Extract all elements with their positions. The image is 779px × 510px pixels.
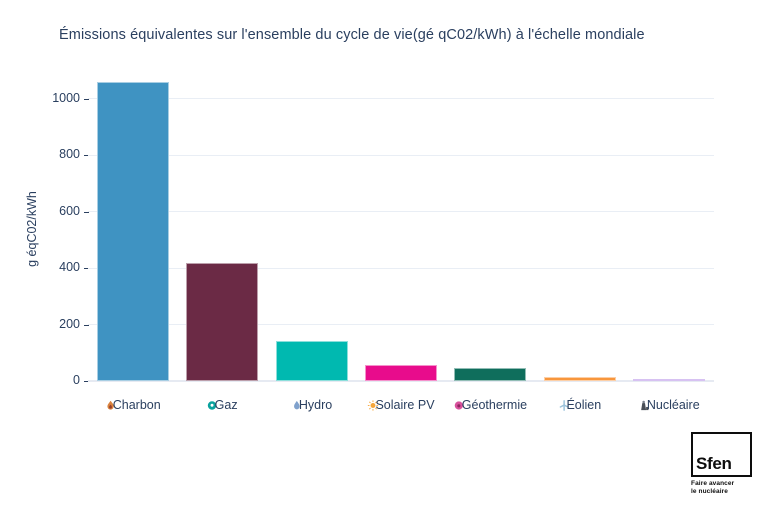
y-tick-label-1000: 1000 <box>52 90 80 105</box>
category-label: Hydro <box>298 398 333 412</box>
y-tick-label-800: 800 <box>59 147 80 162</box>
bar-water-drop[interactable] <box>275 341 348 381</box>
y-tick-label-600: 600 <box>59 203 80 218</box>
bar-sun[interactable] <box>365 365 437 381</box>
x-tick-label: Éolien <box>558 398 601 412</box>
coal-flame-icon <box>105 400 116 411</box>
y-tick-mark-1000 <box>84 98 89 100</box>
category-label: Solaire PV <box>375 398 435 412</box>
bar-gas-flame[interactable] <box>186 262 259 381</box>
x-axis-line <box>88 380 714 382</box>
y-tick-mark-200 <box>84 324 89 326</box>
sfen-tagline-line1: Faire avancer <box>691 480 735 487</box>
category-label: Éolien <box>566 398 602 412</box>
bar-geothermal[interactable] <box>454 368 527 381</box>
sfen-logo-text: Sfen <box>696 454 732 473</box>
sfen-logo-box: Sfen <box>691 432 752 477</box>
category-label: Géothermie <box>461 398 528 412</box>
y-tick-label-400: 400 <box>59 260 80 274</box>
category-label: Gaz <box>214 398 238 412</box>
gridline-200 <box>88 324 714 325</box>
gridline-1000 <box>88 98 714 100</box>
gridline-400 <box>88 267 714 269</box>
geothermal-icon <box>454 400 465 411</box>
y-tick-mark-0 <box>84 381 89 382</box>
category-label: Nucléaire <box>646 398 700 412</box>
x-tick-label: Nucléaire <box>639 398 700 412</box>
sfen-logo-tagline: Faire avancer le nucléaire <box>691 480 761 496</box>
x-tick-label: Charbon <box>105 398 161 412</box>
gridline-600 <box>88 211 714 213</box>
y-tick-label-0: 0 <box>73 373 80 387</box>
bar-coal-flame[interactable] <box>96 81 169 381</box>
water-drop-icon <box>291 400 302 411</box>
sfen-tagline-line2: le nucléaire <box>691 488 728 495</box>
gridline-800 <box>88 154 714 156</box>
nuclear-plant-icon <box>639 400 650 411</box>
bar-nuclear-plant[interactable] <box>633 378 706 381</box>
gas-flame-icon <box>207 400 218 411</box>
x-tick-label: Hydro <box>291 398 332 412</box>
y-tick-mark-400 <box>84 268 89 269</box>
y-tick-mark-800 <box>84 155 89 157</box>
wind-turbine-icon <box>558 399 569 411</box>
x-tick-label: Solaire PV <box>367 398 435 412</box>
x-tick-label: Géothermie <box>454 398 527 412</box>
y-tick-label-200: 200 <box>59 316 80 331</box>
y-axis-title: g éqC02/kWh <box>25 191 39 267</box>
bar-wind-turbine[interactable] <box>543 376 616 381</box>
plot-area <box>88 70 714 382</box>
sfen-logo: Sfen Faire avancer le nucléaire <box>691 432 761 496</box>
x-tick-label: Gaz <box>207 398 238 412</box>
y-tick-mark-600 <box>84 211 89 213</box>
category-label: Charbon <box>112 398 161 412</box>
chart-title: Émissions équivalentes sur l'ensemble du… <box>59 27 645 43</box>
sun-icon <box>367 399 379 411</box>
